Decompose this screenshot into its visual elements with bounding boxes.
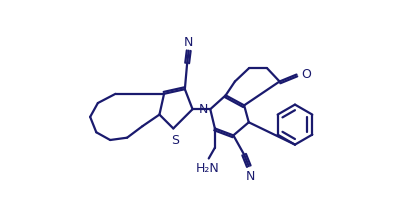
Text: N: N (184, 36, 193, 49)
Text: S: S (172, 134, 180, 147)
Text: O: O (301, 68, 311, 81)
Text: N: N (246, 170, 255, 183)
Text: N: N (198, 103, 208, 116)
Text: H₂N: H₂N (195, 162, 219, 175)
